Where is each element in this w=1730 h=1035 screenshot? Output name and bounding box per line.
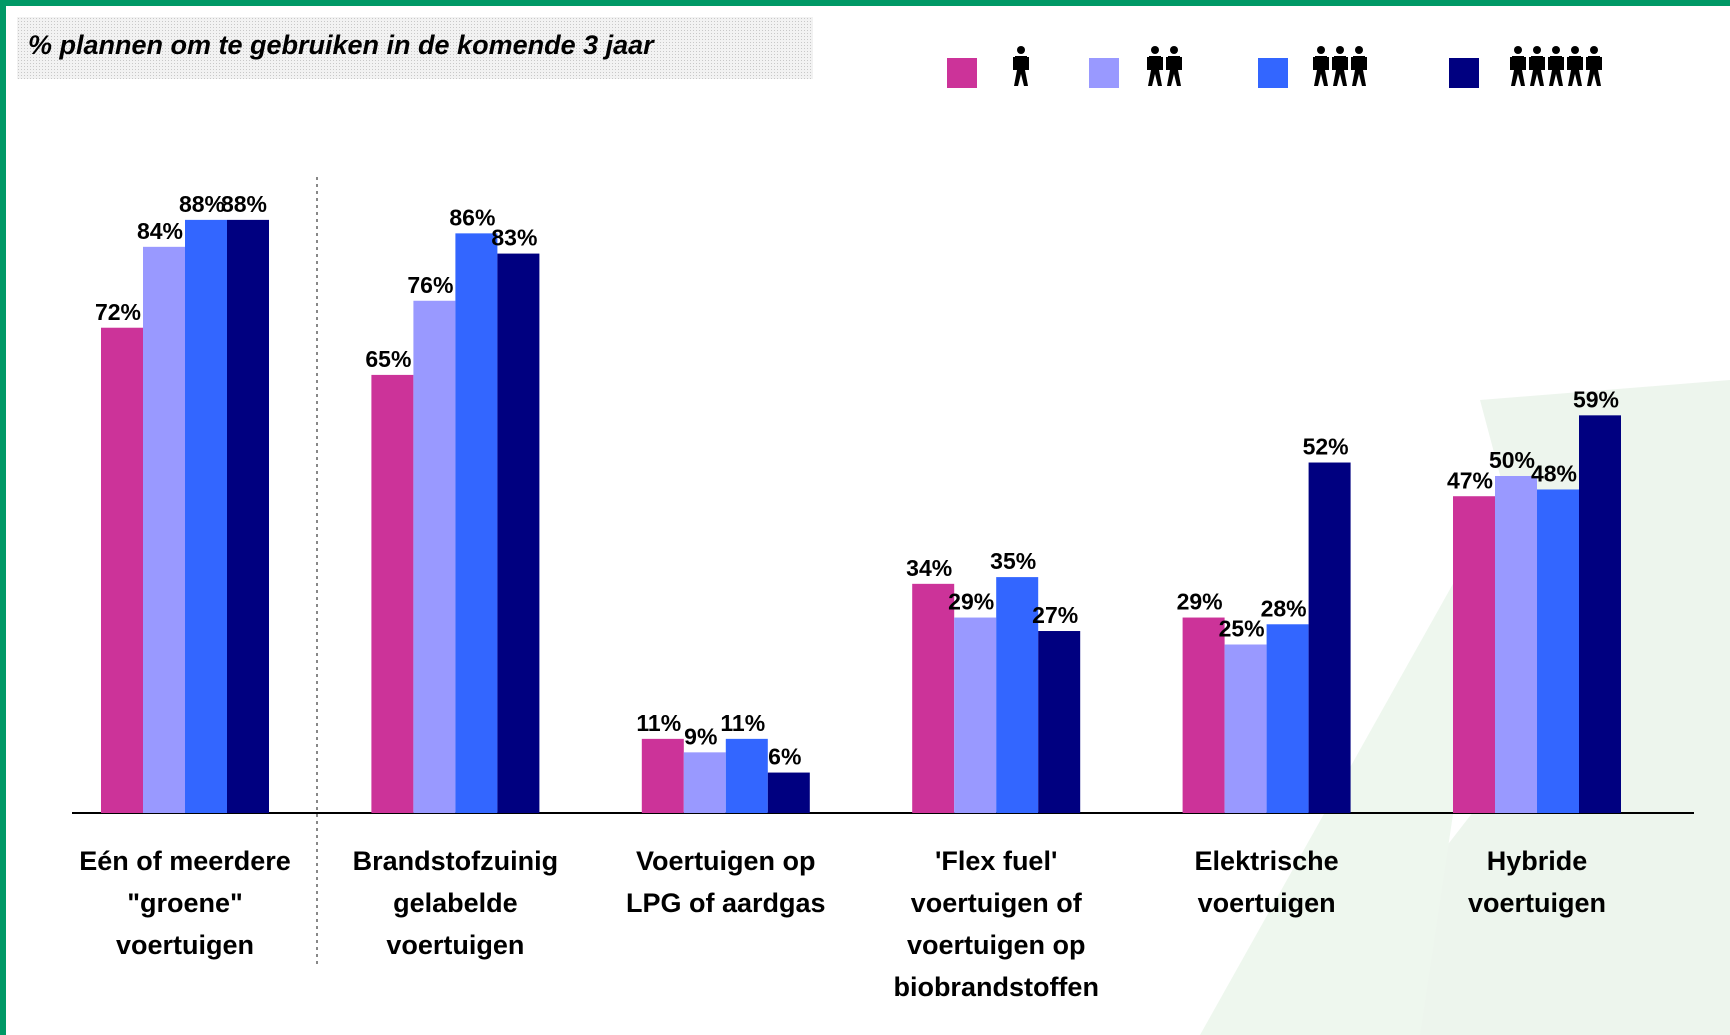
bar — [768, 773, 810, 813]
value-label: 6% — [768, 744, 801, 770]
x-tick-label: Brandstofzuinig — [353, 846, 558, 876]
chart-title: % plannen om te gebruiken in de komende … — [28, 30, 655, 60]
bar — [684, 752, 726, 813]
value-label: 72% — [95, 299, 141, 325]
bar — [1495, 476, 1537, 813]
value-label: 34% — [906, 555, 952, 581]
value-label: 28% — [1261, 595, 1307, 621]
bar — [1267, 624, 1309, 813]
bar — [1537, 489, 1579, 813]
x-tick-label: voertuigen op — [907, 930, 1086, 960]
bar — [455, 233, 497, 813]
bar — [413, 301, 455, 813]
x-tick-label: LPG of aardgas — [626, 888, 826, 918]
bar — [1453, 496, 1495, 813]
value-label: 88% — [221, 191, 267, 217]
bar — [227, 220, 269, 813]
bar — [1579, 415, 1621, 813]
bar — [912, 584, 954, 813]
legend-swatch — [1258, 58, 1288, 88]
bar — [371, 375, 413, 813]
value-label: 11% — [720, 710, 765, 736]
value-label: 83% — [491, 225, 537, 251]
value-label: 9% — [684, 723, 717, 749]
value-label: 52% — [1303, 434, 1349, 460]
bar — [185, 220, 227, 813]
bar — [497, 254, 539, 813]
bar — [1225, 645, 1267, 814]
bar — [726, 739, 768, 813]
x-tick-label: voertuigen — [1468, 888, 1606, 918]
value-label: 11% — [636, 710, 681, 736]
value-label: 35% — [990, 548, 1036, 574]
x-tick-label: gelabelde — [393, 888, 518, 918]
value-label: 65% — [365, 346, 411, 372]
legend-swatch — [947, 58, 977, 88]
value-label: 50% — [1489, 447, 1535, 473]
legend-swatch — [1089, 58, 1119, 88]
x-tick-label: 'Flex fuel' — [935, 846, 1057, 876]
x-tick-label: Elektrische — [1195, 846, 1339, 876]
bar — [954, 618, 996, 813]
bar — [143, 247, 185, 813]
x-tick-label: Voertuigen op — [636, 846, 816, 876]
value-label: 59% — [1573, 386, 1619, 412]
value-label: 29% — [948, 589, 994, 615]
x-tick-label: voertuigen — [1198, 888, 1336, 918]
bar — [101, 328, 143, 813]
x-tick-label: voertuigen of — [911, 888, 1083, 918]
x-tick-label: voertuigen — [386, 930, 524, 960]
value-label: 88% — [179, 191, 225, 217]
x-tick-label: Hybride — [1487, 846, 1588, 876]
chart: % plannen om te gebruiken in de komende … — [0, 0, 1730, 1035]
x-tick-label: "groene" — [127, 888, 243, 918]
value-label: 29% — [1177, 589, 1223, 615]
value-label: 27% — [1032, 602, 1078, 628]
x-tick-label: Eén of meerdere — [79, 846, 291, 876]
value-label: 48% — [1531, 461, 1577, 487]
value-label: 76% — [407, 272, 453, 298]
value-label: 25% — [1219, 616, 1265, 642]
x-tick-label: biobrandstoffen — [893, 972, 1098, 1002]
value-label: 47% — [1447, 467, 1493, 493]
value-label: 86% — [449, 204, 495, 230]
value-label: 84% — [137, 218, 183, 244]
bar — [642, 739, 684, 813]
bar — [1183, 618, 1225, 813]
bar — [1309, 463, 1351, 813]
bar — [1038, 631, 1080, 813]
legend-swatch — [1449, 58, 1479, 88]
x-tick-label: voertuigen — [116, 930, 254, 960]
